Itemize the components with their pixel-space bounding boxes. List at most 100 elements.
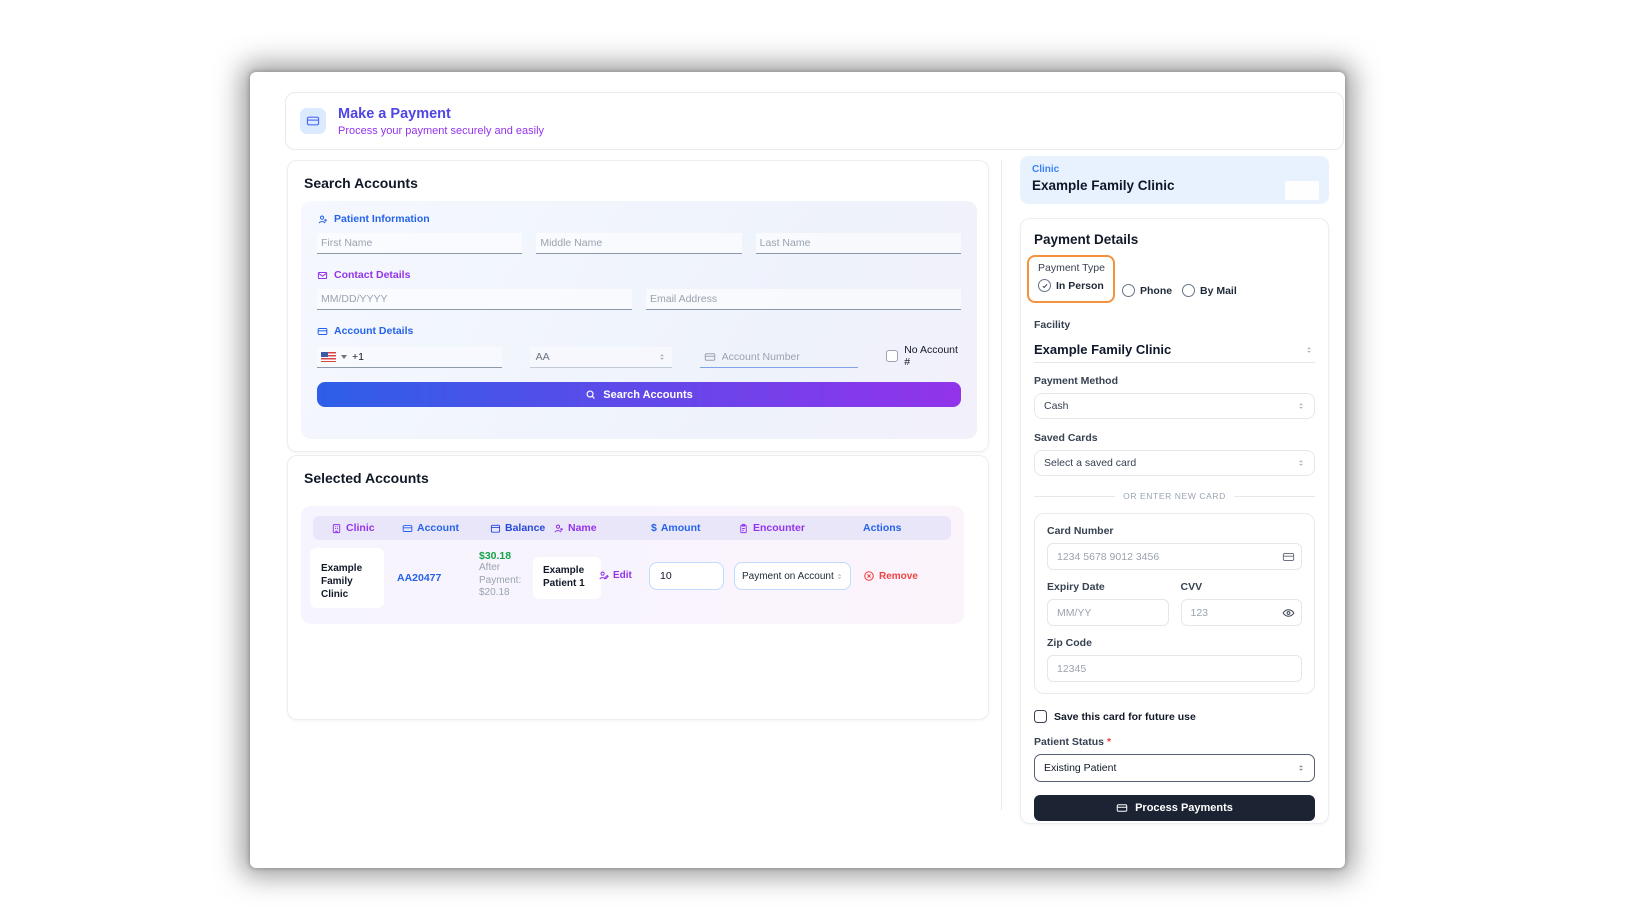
payment-details-card: Payment Details Payment Type In Person P… <box>1020 218 1329 824</box>
new-card-box: Card Number Expiry Date CVV <box>1034 513 1315 694</box>
radio-in-person[interactable]: In Person <box>1038 279 1113 292</box>
col-account: Account <box>402 516 459 540</box>
flag-caret-icon <box>341 355 347 359</box>
clinic-banner-label: Clinic <box>1032 164 1060 175</box>
last-name-input[interactable] <box>755 233 961 254</box>
radio-selected-icon[interactable] <box>1038 279 1051 292</box>
radio-by-mail[interactable]: By Mail <box>1182 284 1237 297</box>
clinic-banner: Clinic Example Family Clinic <box>1020 156 1329 204</box>
card-icon <box>317 326 328 337</box>
card-icon <box>1282 550 1295 563</box>
col-actions: Actions <box>863 522 902 534</box>
eye-icon[interactable] <box>1282 606 1295 619</box>
balance-after-value: $20.18 <box>479 587 510 598</box>
no-account-checkbox[interactable] <box>886 350 899 362</box>
payment-card-icon <box>300 108 326 134</box>
expiry-field: Expiry Date <box>1047 581 1169 626</box>
phone-input[interactable]: +1 <box>317 347 502 368</box>
header-text: Make a Payment Process your payment secu… <box>338 106 544 137</box>
account-number-input[interactable] <box>721 351 855 363</box>
card-icon <box>704 351 716 363</box>
clipboard-icon <box>738 523 749 534</box>
facility-select[interactable]: Example Family Clinic <box>1034 337 1315 363</box>
saved-cards-select[interactable]: Select a saved card <box>1034 450 1315 476</box>
chevron-updown-icon <box>1297 763 1305 773</box>
search-form-panel: Patient Information Contact Details <box>301 201 977 439</box>
first-name-input[interactable] <box>317 233 523 254</box>
patient-status-label: Patient Status * <box>1034 736 1112 748</box>
middle-name-input[interactable] <box>536 233 742 254</box>
save-card-label: Save this card for future use <box>1054 710 1196 723</box>
state-select[interactable]: AA <box>529 347 672 368</box>
email-input[interactable] <box>646 289 961 310</box>
name-cell-chip <box>533 557 601 599</box>
selected-accounts-title: Selected Accounts <box>304 470 429 486</box>
facility-label: Facility <box>1034 319 1071 331</box>
payment-type-section: Payment Type In Person Phone By Mail <box>1027 255 1315 309</box>
payment-type-label: Payment Type <box>1038 262 1105 274</box>
clinic-cell-chip <box>310 548 384 608</box>
payment-method-label: Payment Method <box>1034 375 1119 387</box>
person-icon <box>553 523 564 534</box>
dollar-icon: $ <box>651 522 657 534</box>
or-divider-text: OR ENTER NEW CARD <box>1123 491 1226 501</box>
amount-input[interactable] <box>649 562 724 590</box>
card-icon <box>1116 802 1128 814</box>
row-balance: $30.18 After Payment: $20.18 <box>479 550 537 600</box>
contact-details-section: Contact Details <box>317 269 961 281</box>
no-account-checkbox-row[interactable]: No Account # <box>886 344 961 368</box>
zip-input[interactable] <box>1047 655 1302 682</box>
card-icon <box>402 523 413 534</box>
col-name: Name <box>553 516 597 540</box>
mail-icon <box>317 270 328 281</box>
expiry-input[interactable] <box>1047 599 1169 626</box>
dob-input[interactable] <box>317 289 632 310</box>
save-card-row[interactable]: Save this card for future use <box>1034 710 1315 723</box>
payment-details-title: Payment Details <box>1034 232 1139 247</box>
us-flag-icon <box>321 352 336 362</box>
chevron-updown-icon <box>658 352 666 362</box>
row-clinic: Example Family Clinic <box>321 563 363 600</box>
cvv-field: CVV <box>1180 581 1302 626</box>
row-account-link[interactable]: AA20477 <box>397 572 442 584</box>
account-number-field[interactable] <box>699 347 859 368</box>
cvv-input[interactable] <box>1180 599 1302 626</box>
person-icon <box>317 214 328 225</box>
required-marker: * <box>1106 736 1112 748</box>
chevron-updown-icon <box>1305 345 1313 355</box>
wallet-icon <box>490 523 501 534</box>
save-card-checkbox[interactable] <box>1034 710 1047 723</box>
radio-unselected-icon[interactable] <box>1182 284 1195 297</box>
encounter-select[interactable]: Payment on Account <box>734 562 851 590</box>
person-edit-icon <box>598 570 609 581</box>
search-accounts-card: Search Accounts Patient Information Cont… <box>287 160 989 452</box>
building-icon <box>331 523 342 534</box>
process-payments-button[interactable]: Process Payments <box>1034 795 1315 821</box>
zip-label: Zip Code <box>1047 637 1092 649</box>
payment-type-highlight-box: Payment Type In Person <box>1027 255 1115 303</box>
col-balance: Balance <box>490 516 545 540</box>
balance-current: $30.18 <box>479 550 512 562</box>
row-name: Example Patient 1 <box>543 565 585 589</box>
table-header-row: Clinic Account Balance Name <box>313 516 951 540</box>
search-accounts-button[interactable]: Search Accounts <box>317 382 961 407</box>
no-account-label: No Account # <box>904 344 958 368</box>
account-details-section: Account Details <box>317 325 961 337</box>
col-amount: $ Amount <box>651 522 701 534</box>
remove-button[interactable]: Remove <box>863 570 918 582</box>
patient-status-select[interactable]: Existing Patient <box>1034 754 1315 782</box>
remove-circle-icon <box>863 570 875 582</box>
col-encounter: Encounter <box>738 516 805 540</box>
card-number-input[interactable] <box>1047 543 1302 570</box>
payment-method-select[interactable]: Cash <box>1034 393 1315 419</box>
cvv-label: CVV <box>1180 581 1203 593</box>
col-clinic: Clinic <box>331 516 375 540</box>
card-number-label: Card Number <box>1047 525 1114 537</box>
expiry-label: Expiry Date <box>1047 581 1105 593</box>
chevron-updown-icon <box>1297 401 1305 411</box>
search-accounts-title: Search Accounts <box>304 175 418 191</box>
radio-unselected-icon[interactable] <box>1122 284 1135 297</box>
radio-phone[interactable]: Phone <box>1122 284 1172 297</box>
edit-button[interactable]: Edit <box>598 570 632 581</box>
saved-cards-label: Saved Cards <box>1034 432 1098 444</box>
